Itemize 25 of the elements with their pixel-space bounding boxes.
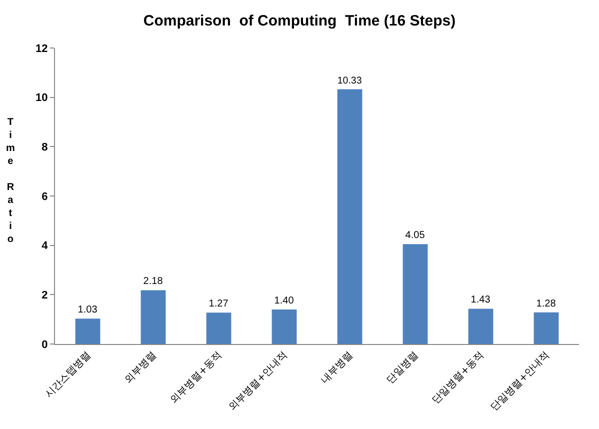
y-tick-label: 12 bbox=[36, 42, 48, 55]
bar bbox=[140, 290, 166, 344]
bar bbox=[402, 244, 428, 344]
bar bbox=[468, 308, 494, 344]
data-label: 1.03 bbox=[78, 304, 98, 316]
y-tick-label: 8 bbox=[42, 142, 48, 154]
chart-title: Comparison of Computing Time (16 Steps) bbox=[143, 12, 456, 30]
y-tick-label: 2 bbox=[42, 290, 48, 302]
data-label: 1.43 bbox=[470, 294, 491, 306]
data-label: 1.28 bbox=[536, 298, 556, 310]
data-label: 4.05 bbox=[405, 230, 426, 242]
data-label: 2.18 bbox=[143, 276, 164, 288]
y-tick-label: 10 bbox=[36, 92, 48, 104]
text: Time Ratio bbox=[6, 117, 15, 245]
y-tick-label: 4 bbox=[42, 240, 49, 252]
bar bbox=[272, 309, 297, 344]
bar bbox=[337, 89, 362, 344]
bar bbox=[534, 312, 559, 344]
data-label: 10.33 bbox=[337, 75, 362, 86]
y-tick-label: 6 bbox=[42, 190, 48, 203]
data-label: 1.40 bbox=[274, 295, 294, 306]
bar bbox=[75, 318, 100, 344]
data-label: 1.27 bbox=[208, 298, 229, 310]
bar bbox=[206, 312, 232, 344]
y-tick-label: 0 bbox=[42, 338, 48, 351]
